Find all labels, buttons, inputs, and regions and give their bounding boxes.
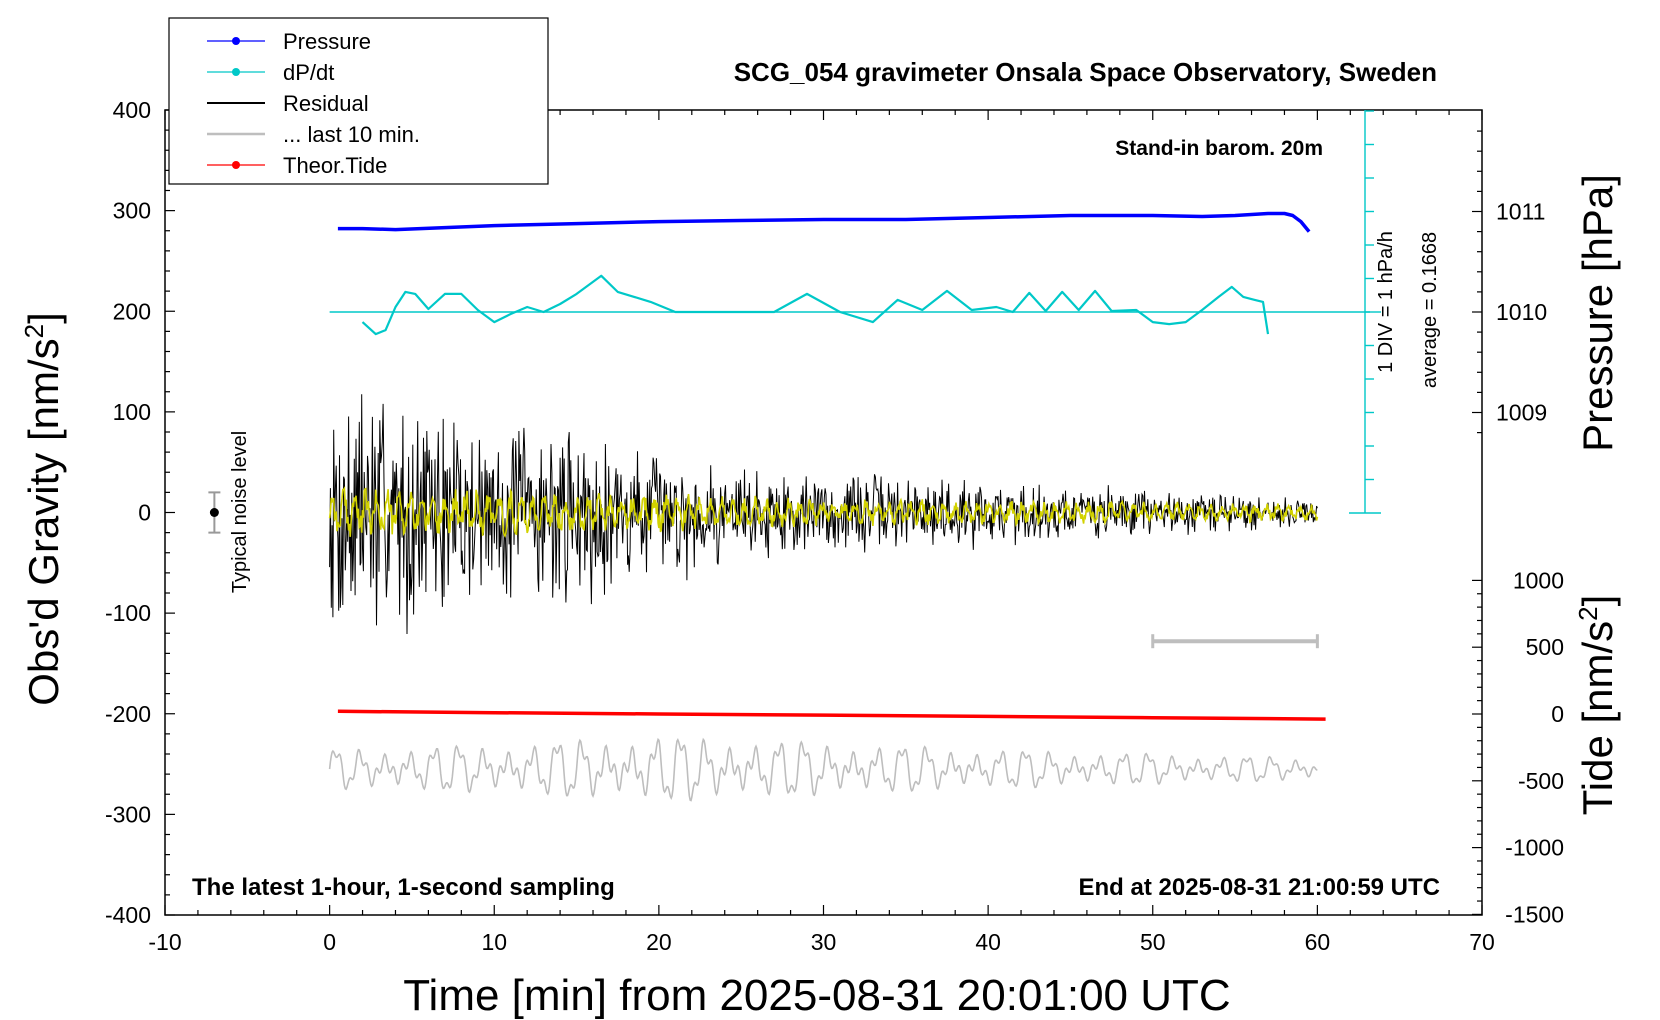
y-tick-label: -100 [105, 600, 151, 626]
pressure-tick-label: 1011 [1496, 199, 1545, 225]
x-tick-label: 50 [1140, 929, 1166, 955]
residual-line [329, 394, 1318, 635]
pressure-tick-label: 1010 [1496, 299, 1547, 325]
tide-tick-label: 0 [1551, 701, 1564, 727]
dpdt-line [361, 274, 1270, 336]
dpdt-scale-label: 1 DIV = 1 hPa/h [1375, 231, 1397, 373]
deco-layer [208, 110, 1381, 649]
y-tick-label: 200 [113, 298, 151, 324]
legend: Pressure dP/dt Residual ... last 10 min. The… [168, 17, 549, 185]
x-axis-label: Time [min] from 2025-08-31 20:01:00 UTC [403, 971, 1230, 1020]
x-tick-label: 0 [323, 929, 336, 955]
tide-tick-label: -500 [1518, 768, 1564, 794]
pressure-line [337, 211, 1311, 233]
tide-tick-label: 1000 [1513, 567, 1564, 593]
legend-label: Pressure [283, 29, 371, 54]
pressure-tick-label: 1009 [1496, 400, 1547, 426]
noise-level-label: Typical noise level [229, 431, 251, 593]
legend-box [168, 17, 549, 185]
x-tick-label: 40 [975, 929, 1001, 955]
y-axis-label-gravity-text: Obs'd Gravity [nm/s [20, 338, 67, 705]
legend-marker [232, 68, 240, 76]
plot-frame [164, 109, 1483, 916]
legend-label: Residual [283, 91, 369, 116]
y-tick-label: -200 [105, 701, 151, 727]
legend-label: dP/dt [283, 60, 334, 85]
series-layer [328, 211, 1370, 802]
x-tick-label: 30 [811, 929, 837, 955]
theoretical-tide-line [337, 709, 1326, 721]
y-tick-label: 100 [113, 399, 151, 425]
legend-label: ... last 10 min. [283, 122, 420, 147]
y-axis-label-tide: Tide [nm/s2] [1573, 595, 1621, 816]
chart-title: SCG_054 gravimeter Onsala Space Observat… [734, 57, 1437, 87]
noise-level-point [209, 508, 219, 517]
y-tick-label: 400 [113, 97, 151, 123]
legend-marker [232, 37, 240, 45]
legend-label: Theor.Tide [283, 153, 387, 178]
last-10-min-line [328, 737, 1318, 802]
end-time-note: End at 2025-08-31 21:00:59 UTC [1079, 874, 1441, 901]
y-tick-label: -300 [105, 801, 151, 827]
x-tick-label: -10 [148, 929, 181, 955]
x-tick-label: 20 [646, 929, 672, 955]
y-axis-label-tide-sup: 2 [1573, 606, 1603, 620]
y-tick-label: -400 [105, 902, 151, 928]
residual-filtered-line [328, 486, 1319, 538]
tide-tick-label: -1500 [1505, 901, 1564, 927]
tide-tick-label: -1000 [1505, 835, 1564, 861]
x-tick-label: 70 [1469, 929, 1495, 955]
y-axis-label-gravity-sup: 2 [19, 324, 49, 338]
y-axis-label-gravity: Obs'd Gravity [nm/s2] [19, 312, 67, 706]
sampling-note: The latest 1-hour, 1-second sampling [192, 874, 615, 901]
stand-in-barometer-note: Stand-in barom. 20m [1115, 137, 1323, 160]
tide-tick-label: 500 [1526, 634, 1564, 660]
y-tick-label: 0 [138, 500, 151, 526]
legend-marker [232, 161, 240, 169]
y-axis-label-tide-text: Tide [nm/s [1574, 621, 1621, 816]
y-axis-label-pressure: Pressure [hPa] [1574, 174, 1621, 452]
x-tick-label: 60 [1305, 929, 1331, 955]
y-axis-label-tide-close: ] [1574, 595, 1621, 607]
y-axis-label-gravity-close: ] [20, 312, 67, 324]
x-tick-label: 10 [481, 929, 507, 955]
y-tick-label: 300 [113, 198, 151, 224]
dpdt-average-label: average = 0.1668 [1419, 232, 1441, 388]
tick-layer: -10 0 10 20 30 40 50 60 70-400-300-200-100010020… [105, 97, 1564, 955]
